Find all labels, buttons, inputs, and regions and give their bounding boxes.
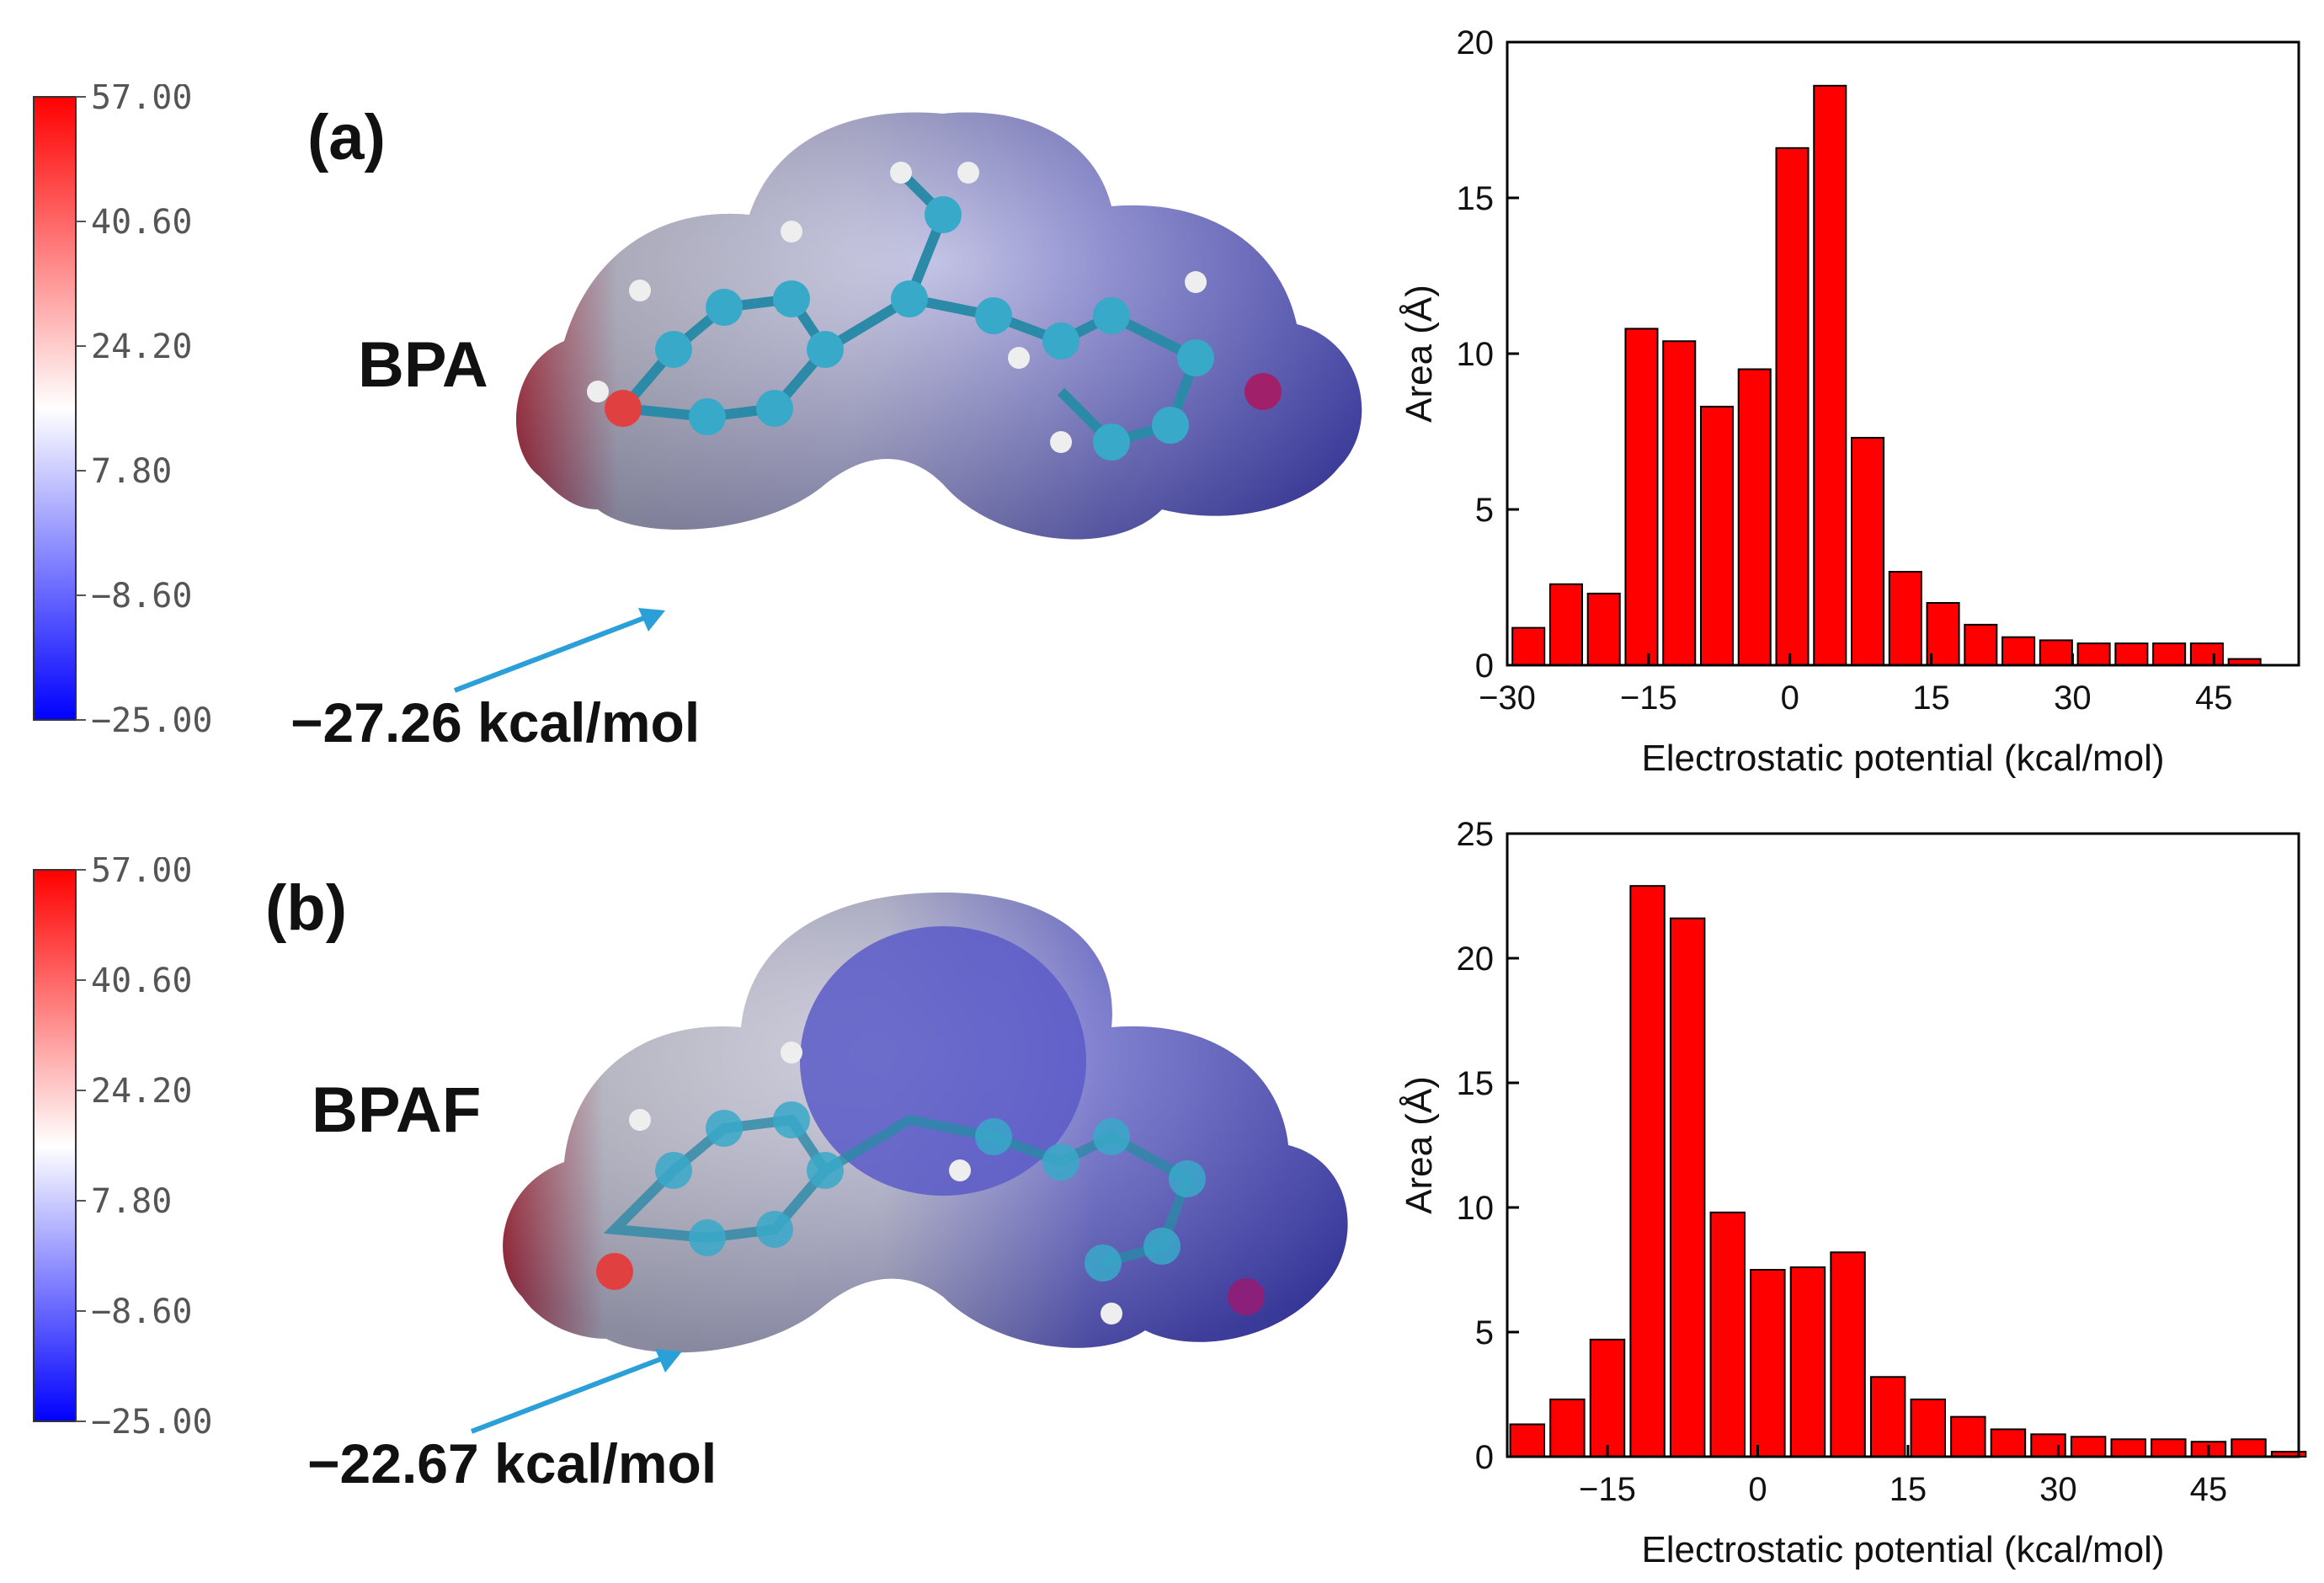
histogram-b: −15 0 15 30 45 0 5 10 15 20 25 Electrostatic potent…: [1399, 816, 2307, 1570]
colorbar-b: 57.00 40.60 24.20 7.80 −8.60 −25.00: [33, 857, 213, 1438]
colorbar-gradient: [33, 869, 77, 1422]
histogram-bar: [2002, 636, 2036, 667]
y-axis-label: Area (Å): [1399, 285, 1440, 423]
colorbar-tick-label: 57.00: [91, 857, 192, 890]
y-tick-label: 20: [1457, 24, 1495, 61]
y-tick-label: 25: [1457, 816, 1495, 853]
histogram-bar: [2110, 1438, 2146, 1458]
histogram-bar: [1830, 1251, 1866, 1458]
annotation-arrow-a: [453, 608, 665, 693]
histogram-bar: [1869, 1376, 1906, 1458]
histogram-bar: [2030, 1433, 2066, 1458]
y-tick-label: 10: [1457, 336, 1495, 373]
histogram-bar: [2151, 1438, 2187, 1458]
colorbar-tick-label: −25.00: [91, 1403, 213, 1438]
colorbar-a: 57.00 40.60 24.20 7.80 −8.60 −25.00: [33, 84, 213, 740]
esp-surface-image: [515, 112, 1362, 540]
panel-label-a: (a): [307, 102, 386, 173]
panel-label-b: (b): [265, 872, 348, 944]
x-tick-label: 45: [2190, 1471, 2228, 1508]
histogram-bar: [1964, 623, 1998, 667]
histogram-bar: [2114, 642, 2149, 666]
histogram-bar: [1750, 1269, 1786, 1458]
histogram-bar: [1888, 571, 1922, 666]
histogram-bar: [1662, 340, 1697, 666]
molecule-name-a: BPA: [358, 329, 488, 401]
esp-surface-image: [503, 893, 1348, 1353]
histogram-bar: [1990, 1428, 2027, 1458]
colorbar-tick-label: 40.60: [91, 962, 192, 1000]
colorbar-tick-label: −8.60: [91, 577, 192, 616]
histogram-bar: [1586, 592, 1621, 667]
y-tick-label: 10: [1457, 1190, 1495, 1227]
histogram-bar: [1699, 405, 1735, 666]
y-tick-label: 5: [1475, 1314, 1494, 1351]
x-tick-label: 30: [2039, 1471, 2077, 1508]
x-tick-label: 0: [1781, 680, 1799, 717]
y-tick-label: 5: [1475, 492, 1494, 529]
y-tick-label: 20: [1457, 941, 1495, 978]
x-axis-label: Electrostatic potential (kcal/mol): [1641, 1529, 2164, 1570]
histogram-bar: [1549, 1398, 1586, 1458]
x-tick-label: 0: [1748, 1471, 1767, 1508]
colorbar-tick-label: 7.80: [91, 1182, 172, 1221]
y-tick-label: 15: [1457, 180, 1495, 217]
x-tick-label: −15: [1579, 1471, 1636, 1508]
annotation-arrow-b: [470, 1349, 682, 1434]
histogram-bar: [1509, 1423, 1546, 1458]
x-axis-label: Electrostatic potential (kcal/mol): [1641, 738, 2164, 779]
histogram-bar: [2076, 642, 2111, 666]
histogram-bar: [1589, 1338, 1626, 1458]
colorbar-tick-label: −25.00: [91, 701, 213, 740]
molecule-surface-a: [472, 88, 1398, 678]
colorbar-tick-label: 24.20: [91, 328, 192, 366]
histogram-bar: [1910, 1398, 1946, 1458]
histogram-bar: [1709, 1211, 1746, 1458]
histogram-bar: [1737, 368, 1772, 666]
x-tick-label: 15: [1890, 1471, 1927, 1508]
histogram-bar: [1629, 885, 1666, 1458]
colorbar-tick-label: 7.80: [91, 452, 172, 491]
min-potential-annotation-a: −27.26 kcal/mol: [290, 691, 701, 754]
y-axis-label: Area (Å): [1399, 1076, 1440, 1214]
histogram-bar: [1548, 583, 1583, 666]
molecule-surface-b: [472, 867, 1398, 1457]
colorbar-tick-label: −8.60: [91, 1293, 192, 1331]
x-tick-label: −30: [1479, 680, 1536, 717]
histogram-bar: [1669, 917, 1706, 1458]
histogram-bar: [1789, 1266, 1826, 1458]
histogram-bar: [2152, 642, 2187, 666]
histogram-bar: [1775, 147, 1810, 667]
x-tick-label: 30: [2054, 680, 2092, 717]
y-tick-label: 0: [1475, 1439, 1494, 1476]
x-tick-label: −15: [1620, 680, 1677, 717]
colorbar-gradient: [33, 96, 77, 721]
min-potential-annotation-b: −22.67 kcal/mol: [307, 1432, 717, 1495]
y-tick-label: 15: [1457, 1065, 1495, 1102]
plot-frame: [1506, 832, 2300, 1458]
histogram-bar: [1813, 84, 1847, 667]
x-tick-label: 15: [1912, 680, 1950, 717]
histogram-a: −30 −15 0 15 30 45 0 5 10 15 20 Electrostatic poten…: [1399, 24, 2300, 779]
histogram-bar: [2039, 639, 2073, 667]
histogram-bar: [2070, 1436, 2107, 1458]
histogram-bar: [1511, 626, 1546, 666]
histogram-bar: [2231, 1438, 2267, 1458]
x-tick-label: 45: [2195, 680, 2233, 717]
molecule-name-b: BPAF: [312, 1074, 482, 1146]
colorbar-tick-label: 24.20: [91, 1072, 192, 1111]
histogram-bar: [1950, 1415, 1986, 1458]
colorbar-tick-label: 57.00: [91, 84, 192, 117]
histogram-bar: [1624, 328, 1659, 666]
histogram-bar: [1851, 436, 1885, 667]
y-tick-label: 0: [1475, 648, 1494, 685]
colorbar-tick-label: 40.60: [91, 203, 192, 242]
histogram-bar: [2189, 642, 2224, 666]
